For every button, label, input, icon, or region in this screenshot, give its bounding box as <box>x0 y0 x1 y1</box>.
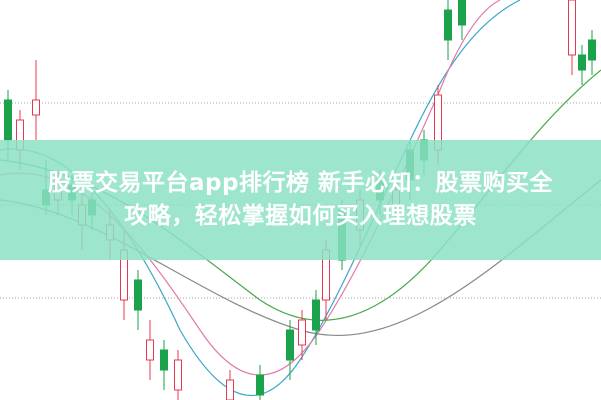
candle-body <box>146 339 154 361</box>
candle-body <box>4 99 12 141</box>
candle-body <box>32 99 40 116</box>
candle-body <box>578 54 586 71</box>
candle-body <box>160 349 168 371</box>
candle-body <box>458 0 466 26</box>
candle-body <box>444 9 452 41</box>
title-banner: 股票交易平台app排行榜 新手必知：股票购买全 攻略，轻松掌握如何买入理想股票 <box>0 140 601 260</box>
candle-body <box>298 319 306 346</box>
title-line-2: 攻略，轻松掌握如何买入理想股票 <box>124 203 477 229</box>
candle-body <box>568 0 576 56</box>
candle-body <box>134 279 142 311</box>
title-line-1: 股票交易平台app排行榜 新手必知：股票购买全 <box>48 170 553 196</box>
candle-body <box>256 374 264 396</box>
candle-body <box>286 329 294 361</box>
candle-body <box>588 39 596 61</box>
candle-body <box>312 299 320 331</box>
candle-body <box>174 359 182 391</box>
candle-body <box>226 379 234 400</box>
